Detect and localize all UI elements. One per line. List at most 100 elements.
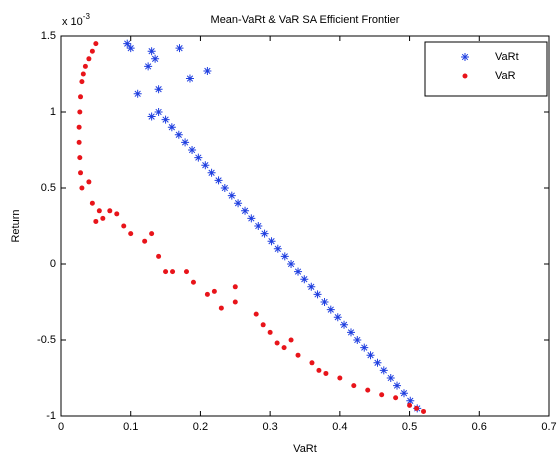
star-marker xyxy=(161,115,170,124)
chart-title: Mean-VaRt & VaR SA Efficient Frontier xyxy=(211,14,400,26)
dot-marker xyxy=(114,211,120,217)
star-marker xyxy=(399,389,408,398)
y-multiplier: x 10-3 xyxy=(62,12,90,28)
star-marker xyxy=(207,168,216,177)
star-marker xyxy=(347,328,356,337)
star-marker xyxy=(287,260,296,268)
dot-marker xyxy=(288,337,294,343)
x-tick-label: 0.7 xyxy=(541,421,556,433)
star-marker xyxy=(154,108,163,116)
star-marker xyxy=(147,47,156,56)
star-marker xyxy=(214,176,223,185)
dot-marker xyxy=(93,218,99,224)
dot-marker xyxy=(78,170,84,176)
star-marker xyxy=(144,62,153,71)
star-marker xyxy=(126,44,135,53)
dot-marker xyxy=(407,402,413,408)
x-tick-label: 0.4 xyxy=(332,421,347,433)
y-tick-label: 1.5 xyxy=(41,30,56,42)
dot-marker xyxy=(82,63,88,69)
star-marker xyxy=(241,206,250,215)
dot-marker xyxy=(76,124,82,130)
star-marker xyxy=(373,358,382,367)
star-marker xyxy=(203,66,212,75)
star-marker xyxy=(393,381,402,390)
star-marker xyxy=(267,237,276,246)
star-marker xyxy=(254,222,263,230)
dot-marker xyxy=(128,231,134,237)
multiplier-exponent: -3 xyxy=(83,12,91,21)
dot-marker xyxy=(267,329,273,335)
dot-marker xyxy=(156,253,162,259)
star-marker xyxy=(220,184,229,192)
dot-marker xyxy=(163,269,169,275)
y-tick-label: 1 xyxy=(50,106,56,118)
dot-marker xyxy=(232,299,238,305)
dot-marker xyxy=(93,41,99,47)
dot-marker xyxy=(232,284,238,290)
dot-marker xyxy=(295,352,301,358)
star-marker xyxy=(194,153,203,162)
dot-marker xyxy=(183,269,189,275)
star-marker xyxy=(326,305,335,314)
dot-marker xyxy=(89,200,95,206)
star-marker xyxy=(174,130,183,139)
dot-marker xyxy=(79,185,85,191)
star-marker xyxy=(227,191,236,200)
dot-marker xyxy=(149,231,155,237)
star-marker xyxy=(181,138,190,147)
y-tick-label: -0.5 xyxy=(37,334,56,346)
dot-marker xyxy=(421,408,427,414)
star-marker xyxy=(461,53,469,61)
dot-marker xyxy=(365,387,371,393)
star-marker xyxy=(154,85,163,94)
star-marker xyxy=(185,74,194,83)
dot-marker xyxy=(462,73,468,79)
star-marker xyxy=(313,290,322,299)
x-tick-label: 0.3 xyxy=(262,421,277,433)
dot-marker xyxy=(96,208,102,214)
star-marker xyxy=(406,396,415,405)
dot-marker xyxy=(414,405,420,411)
star-marker xyxy=(333,313,342,322)
dot-marker xyxy=(253,311,259,317)
dot-marker xyxy=(337,375,343,381)
x-axis-label: VaRt xyxy=(293,443,317,455)
star-marker xyxy=(147,112,156,121)
y-axis-label: Return xyxy=(10,209,22,242)
legend-label: VaR xyxy=(495,70,516,82)
x-tick-label: 0.1 xyxy=(123,421,138,433)
star-marker xyxy=(366,351,375,360)
dot-marker xyxy=(309,360,315,366)
star-marker xyxy=(175,44,184,53)
multiplier-base: x 10 xyxy=(62,16,83,28)
dot-marker xyxy=(89,48,95,54)
legend: VaRt VaR xyxy=(424,41,548,97)
star-marker xyxy=(167,123,176,132)
star-marker xyxy=(133,89,142,98)
dot-marker xyxy=(351,383,357,389)
dot-marker xyxy=(323,370,329,376)
star-marker xyxy=(320,298,329,306)
x-tick-label: 0.2 xyxy=(193,421,208,433)
x-tick-label: 0 xyxy=(58,421,64,433)
star-marker xyxy=(234,199,243,208)
y-tick-label: 0 xyxy=(50,258,56,270)
star-marker xyxy=(123,39,132,48)
dot-marker xyxy=(76,139,82,145)
dot-marker xyxy=(86,179,92,185)
dot-marker xyxy=(316,367,322,373)
dot-marker xyxy=(77,109,83,115)
dot-marker xyxy=(100,215,106,221)
star-marker xyxy=(386,374,395,382)
dot-marker xyxy=(211,288,217,294)
dot-marker xyxy=(86,56,92,62)
star-marker xyxy=(260,229,269,238)
dot-marker xyxy=(121,223,127,229)
dot-marker xyxy=(393,395,399,401)
x-tick-label: 0.5 xyxy=(402,421,417,433)
dot-marker xyxy=(281,345,287,351)
dot-marker xyxy=(190,279,196,285)
y-tick-label: 0.5 xyxy=(41,182,56,194)
